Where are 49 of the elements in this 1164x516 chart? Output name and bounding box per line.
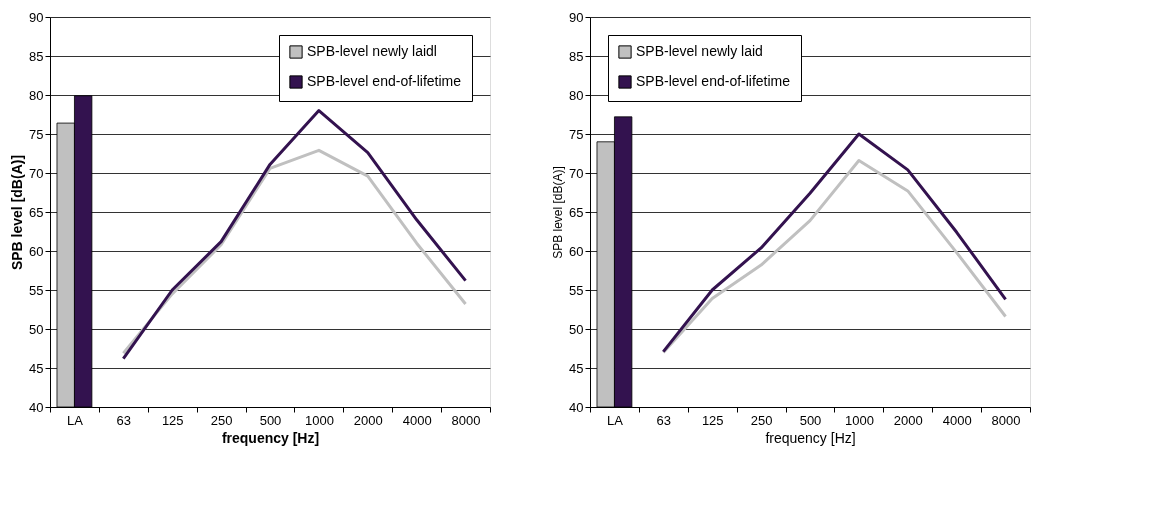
x-tick-label: 4000 xyxy=(942,412,972,428)
y-axis-title: SPB level [dB(A)] xyxy=(551,166,566,259)
y-tick-label: 55 xyxy=(569,282,584,298)
y-axis-title: SPB level [dB(A)] xyxy=(9,154,26,271)
y-tick-label: 50 xyxy=(29,321,44,337)
y-tick-label: 60 xyxy=(569,243,584,259)
y-tick-label: 60 xyxy=(29,243,44,259)
y-tick-label: 50 xyxy=(569,321,584,337)
x-tick-label: 8000 xyxy=(991,412,1021,428)
line-series xyxy=(121,109,468,361)
x-tick-label: 4000 xyxy=(402,412,432,428)
y-tick-label: 40 xyxy=(569,399,584,415)
x-tick-label: 500 xyxy=(259,412,282,428)
x-tick-label: 125 xyxy=(161,412,184,428)
legend-label: SPB-level end-of-lifetime xyxy=(636,73,791,89)
y-tick-label: 55 xyxy=(29,282,44,298)
y-tick-label: 90 xyxy=(569,9,584,25)
x-tick-label: 1000 xyxy=(844,412,874,428)
x-tick-label: LA xyxy=(66,412,84,428)
y-tick-label: 70 xyxy=(29,165,44,181)
x-tick-label: 125 xyxy=(701,412,724,428)
y-tick-label: 75 xyxy=(29,126,44,142)
y-tick-label: 65 xyxy=(29,204,44,220)
legend-label: SPB-level end-of-lifetime xyxy=(307,73,462,89)
y-tick-label: 65 xyxy=(569,204,584,220)
x-tick-label: 63 xyxy=(656,412,672,428)
x-tick-label: 250 xyxy=(210,412,233,428)
legend-label: SPB-level newly laidl xyxy=(307,43,437,59)
y-tick-label: 70 xyxy=(569,165,584,181)
y-tick-label: 45 xyxy=(29,360,44,376)
y-tick-label: 85 xyxy=(569,48,584,64)
x-tick-label: LA xyxy=(606,412,624,428)
x-tick-label: 500 xyxy=(799,412,822,428)
y-tick-label: 75 xyxy=(569,126,584,142)
x-tick-label: 8000 xyxy=(451,412,481,428)
x-axis-title: frequency [Hz] xyxy=(221,429,320,446)
x-tick-label: 1000 xyxy=(304,412,334,428)
legend-label: SPB-level newly laid xyxy=(636,43,763,59)
y-tick-label: 80 xyxy=(569,87,584,103)
x-tick-label: 250 xyxy=(750,412,773,428)
y-tick-label: 45 xyxy=(569,360,584,376)
x-tick-label: 2000 xyxy=(893,412,923,428)
x-tick-label: 2000 xyxy=(353,412,383,428)
y-tick-label: 90 xyxy=(29,9,44,25)
x-axis-title: frequency [Hz] xyxy=(765,429,856,446)
y-tick-label: 85 xyxy=(29,48,44,64)
y-tick-label: 40 xyxy=(29,399,44,415)
x-tick-label: 63 xyxy=(116,412,132,428)
y-tick-label: 80 xyxy=(29,87,44,103)
